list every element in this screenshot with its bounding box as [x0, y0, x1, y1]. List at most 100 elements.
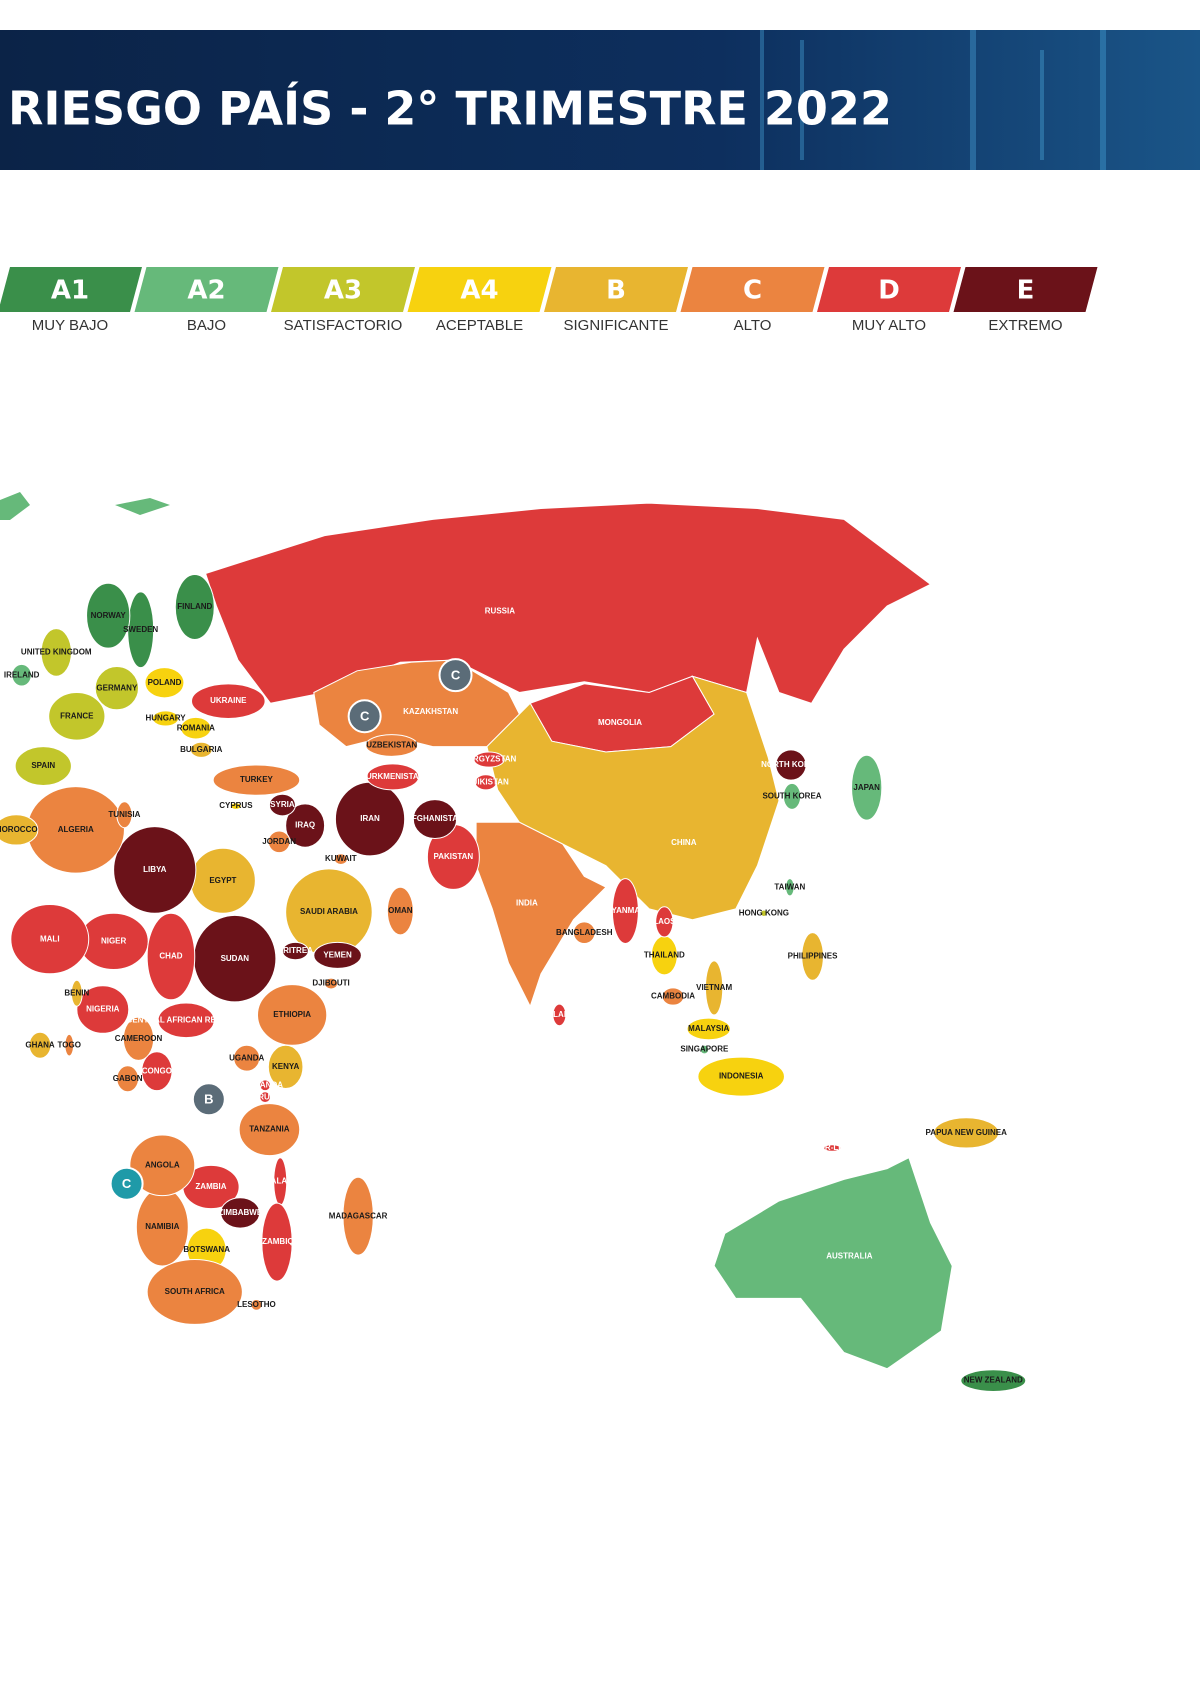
- legend-code: A3: [324, 276, 362, 306]
- country-shape: [365, 734, 419, 757]
- legend-code: E: [1017, 276, 1035, 306]
- country-shape: [113, 826, 197, 914]
- legend-label: SATISFACTORIO: [284, 317, 403, 334]
- country-shape: [366, 763, 420, 791]
- country-shape: [146, 1258, 243, 1325]
- country-label: MONGOLIA: [598, 718, 642, 727]
- legend-swatch: [407, 267, 552, 312]
- country-shape: [611, 878, 639, 945]
- country-label: RWANDA: [247, 1080, 283, 1089]
- country-shape: [141, 1051, 173, 1092]
- country-shape: [129, 1134, 196, 1197]
- country-shape: [686, 1017, 731, 1041]
- map: RUSSIA KAZAKHSTAN MONGOLIA CHINA INDIA AUSTRA…: [0, 492, 1027, 1392]
- country-shape: [122, 1016, 155, 1061]
- country-label: BOTSWANA: [183, 1245, 230, 1254]
- markers: C C B C: [109, 658, 473, 1201]
- legend-code: A1: [51, 276, 89, 306]
- country-label: MOZAMBIQUE: [249, 1237, 305, 1246]
- country-shape: [157, 1002, 215, 1039]
- country-shape: [257, 984, 328, 1046]
- country-label: KYRGYZSTAN: [462, 755, 517, 764]
- marker-pin: [109, 1166, 144, 1201]
- country-label: UGANDA: [229, 1053, 264, 1062]
- country-shape: [259, 1079, 271, 1092]
- country-shape: [40, 628, 72, 677]
- country-label: CYPRUS: [219, 801, 253, 810]
- land-fragment: [0, 492, 30, 520]
- legend-code: A2: [187, 276, 225, 306]
- legend-code: C: [743, 276, 762, 306]
- land-fragment: [115, 498, 170, 515]
- country-label: EGYPT: [209, 876, 236, 885]
- country-shape: [70, 979, 83, 1007]
- marker-pin: [191, 1082, 226, 1117]
- legend-code: A4: [460, 276, 498, 306]
- country-label: SPAIN: [31, 761, 55, 770]
- country-shape: [785, 878, 795, 897]
- country-label: UKRAINE: [210, 696, 247, 705]
- country-label: TAJIKISTAN: [463, 777, 509, 786]
- country-label: HONG KONG: [739, 908, 789, 917]
- country-label: RUSSIA: [485, 606, 515, 615]
- country-label: BURUNDI: [247, 1092, 284, 1101]
- legend-label: EXTREMO: [988, 317, 1062, 334]
- country-shape: [960, 1369, 1027, 1392]
- country-shape: [713, 1156, 953, 1370]
- country-shape: [324, 977, 339, 990]
- marker-label: C: [122, 1176, 132, 1191]
- country-label: GHANA: [25, 1040, 55, 1049]
- country-label: SWEDEN: [123, 625, 158, 634]
- country-label: FINLAND: [177, 602, 212, 611]
- country-label: KUWAIT: [325, 854, 357, 863]
- country-label: THAILAND: [644, 951, 685, 960]
- header-band: [0, 30, 1200, 170]
- country-shape: [116, 801, 133, 829]
- country-shape: [180, 716, 212, 740]
- country-shape: [822, 1144, 842, 1152]
- country-label: BANGLADESH: [556, 928, 613, 937]
- country-shape: [268, 793, 296, 817]
- country-shape: [238, 1103, 301, 1157]
- legend-swatch: [271, 267, 415, 312]
- country-label: INDONESIA: [719, 1072, 764, 1081]
- country-shape: [10, 904, 90, 975]
- country-shape: [144, 667, 185, 699]
- country-label: ZIMBABWE: [218, 1208, 263, 1217]
- country-label: SAUDI ARABIA: [300, 907, 358, 916]
- legend-swatch: [817, 267, 961, 312]
- header-decoration: [760, 30, 1106, 170]
- country-shape: [933, 1117, 1000, 1149]
- country-label: NORTH KOREA: [761, 760, 821, 769]
- country-label: ANGOLA: [145, 1160, 180, 1169]
- legend-swatch: [680, 267, 825, 312]
- country-label: PHILIPPINES: [788, 952, 838, 961]
- country-shape: [412, 799, 458, 840]
- country-label: SOUTH KOREA: [762, 791, 821, 800]
- legend-label: MUY ALTO: [852, 317, 926, 334]
- country-shape: [267, 1044, 304, 1089]
- country-label: MALAYSIA: [688, 1024, 729, 1033]
- country-label: ERITREA: [278, 946, 313, 955]
- country-shape: [775, 749, 807, 781]
- country-label: AUSTRALIA: [826, 1251, 872, 1260]
- country-label: BULGARIA: [180, 745, 222, 754]
- country-label: PAKISTAN: [434, 852, 474, 861]
- country-label: INDIA: [516, 899, 538, 908]
- country-shape: [333, 853, 348, 866]
- country-label: OMAN: [388, 906, 413, 915]
- page-title: RIESGO PAÍS - 2° TRIMESTRE 2022: [8, 82, 892, 136]
- country-label: LAOS: [653, 917, 676, 926]
- legend-swatch: [134, 267, 279, 312]
- country-label: CENTRAL AFRICAN REPUBLIC: [127, 1015, 246, 1024]
- legend-swatch: [953, 267, 1098, 312]
- country-shape: [782, 782, 802, 810]
- country-label: TURKEY: [240, 775, 274, 784]
- country-label: MALAWI: [264, 1177, 296, 1186]
- country-label: NIGERIA: [86, 1005, 120, 1014]
- country-shape: [174, 574, 215, 640]
- country-shape: [116, 1065, 139, 1093]
- country-shape: [152, 710, 180, 727]
- country-shape: [342, 1176, 374, 1256]
- country-shape: [28, 1031, 52, 1059]
